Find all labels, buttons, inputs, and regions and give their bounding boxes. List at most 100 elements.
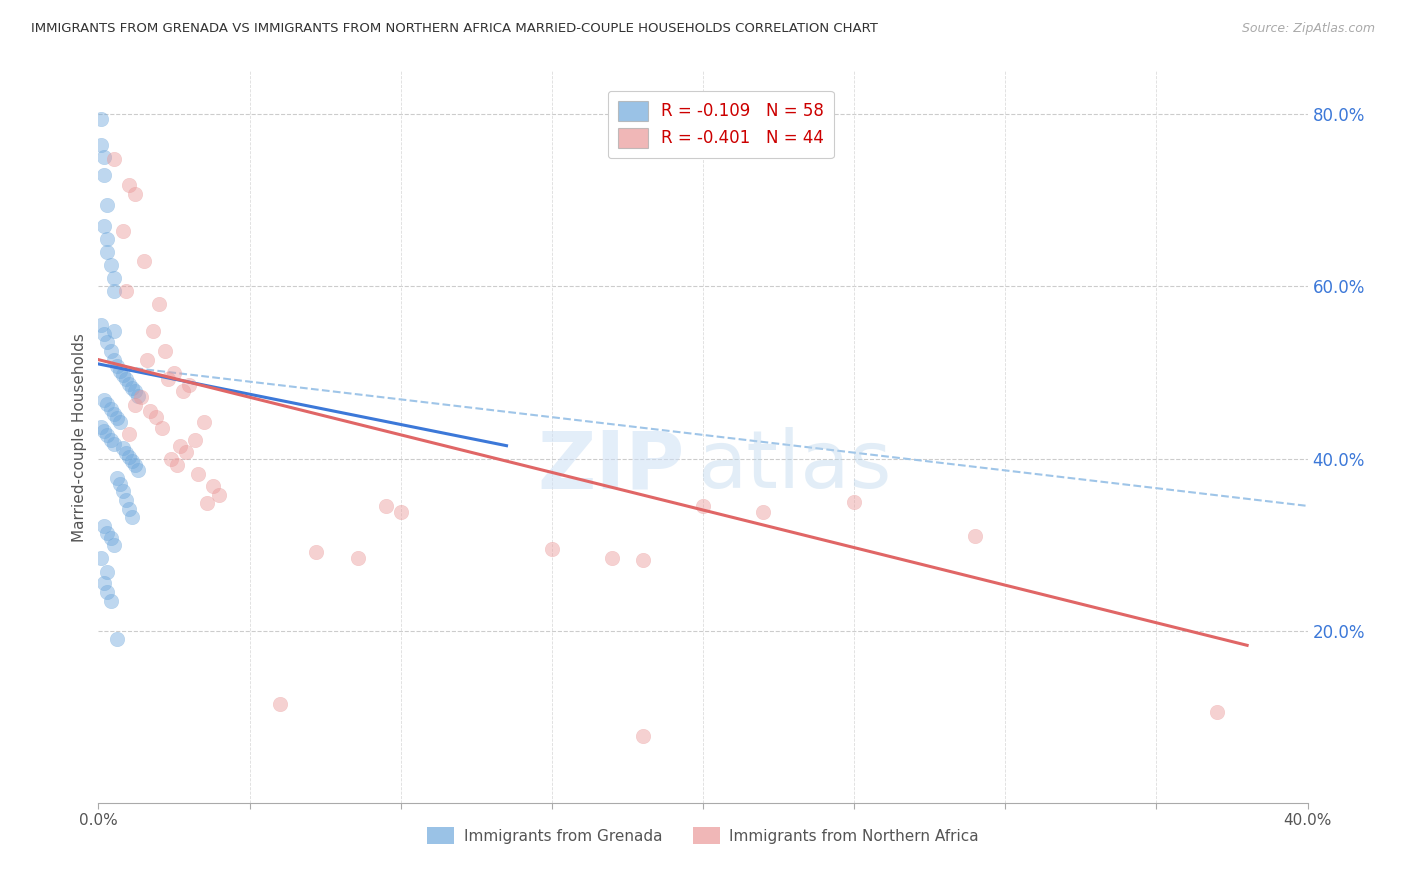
Point	[129, 390, 152, 404]
Point	[121, 381, 143, 395]
Point	[124, 384, 146, 399]
Point	[160, 451, 183, 466]
Point	[90, 550, 112, 565]
Point	[108, 364, 131, 378]
Text: ZIP: ZIP	[537, 427, 685, 506]
Point	[121, 454, 143, 468]
Point	[844, 494, 866, 508]
Point	[96, 232, 118, 246]
Point	[389, 505, 412, 519]
Point	[118, 450, 141, 464]
Point	[150, 421, 173, 435]
Point	[105, 632, 128, 647]
Point	[156, 372, 179, 386]
Point	[105, 470, 128, 484]
Point	[103, 152, 125, 166]
Point	[105, 411, 128, 425]
Point	[93, 168, 115, 182]
Point	[93, 576, 115, 591]
Point	[111, 484, 134, 499]
Point	[132, 253, 155, 268]
Point	[208, 488, 231, 502]
Point	[103, 538, 125, 552]
Point	[269, 697, 291, 711]
Point	[103, 437, 125, 451]
Text: Source: ZipAtlas.com: Source: ZipAtlas.com	[1241, 22, 1375, 36]
Point	[93, 150, 115, 164]
Point	[96, 428, 118, 442]
Point	[179, 378, 201, 392]
Point	[93, 424, 115, 438]
Point	[172, 384, 194, 399]
Point	[100, 344, 122, 359]
Point	[118, 376, 141, 391]
Point	[374, 499, 396, 513]
Point	[1206, 706, 1229, 720]
Point	[90, 318, 112, 333]
Point	[105, 359, 128, 373]
Point	[153, 344, 176, 359]
Point	[540, 541, 562, 556]
Point	[100, 258, 122, 272]
Point	[631, 553, 654, 567]
Point	[184, 433, 207, 447]
Point	[692, 499, 714, 513]
Point	[127, 389, 149, 403]
Point	[114, 445, 136, 459]
Point	[93, 326, 115, 341]
Point	[174, 444, 197, 458]
Point	[96, 565, 118, 579]
Point	[163, 366, 186, 380]
Point	[118, 178, 141, 192]
Point	[96, 397, 118, 411]
Point	[114, 492, 136, 507]
Point	[187, 467, 209, 481]
Point	[631, 729, 654, 743]
Point	[139, 404, 162, 418]
Point	[965, 529, 987, 543]
Point	[305, 544, 328, 558]
Point	[96, 198, 118, 212]
Point	[602, 550, 624, 565]
Point	[108, 416, 131, 430]
Point	[114, 372, 136, 386]
Point	[93, 393, 115, 408]
Legend: Immigrants from Grenada, Immigrants from Northern Africa: Immigrants from Grenada, Immigrants from…	[420, 822, 986, 850]
Point	[103, 352, 125, 367]
Point	[142, 324, 165, 338]
Point	[347, 550, 370, 565]
Point	[169, 439, 191, 453]
Point	[114, 284, 136, 298]
Point	[121, 510, 143, 524]
Text: atlas: atlas	[697, 427, 891, 506]
Point	[90, 419, 112, 434]
Point	[90, 112, 112, 126]
Point	[195, 496, 218, 510]
Point	[103, 407, 125, 421]
Point	[148, 296, 170, 310]
Point	[752, 505, 775, 519]
Point	[124, 186, 146, 201]
Point	[202, 479, 225, 493]
Y-axis label: Married-couple Households: Married-couple Households	[72, 333, 87, 541]
Point	[111, 223, 134, 237]
Point	[127, 463, 149, 477]
Point	[96, 245, 118, 260]
Point	[100, 531, 122, 545]
Point	[100, 401, 122, 416]
Point	[96, 585, 118, 599]
Point	[103, 284, 125, 298]
Point	[96, 525, 118, 540]
Point	[108, 477, 131, 491]
Point	[100, 433, 122, 447]
Point	[90, 137, 112, 152]
Point	[93, 219, 115, 234]
Point	[103, 271, 125, 285]
Point	[145, 410, 167, 425]
Point	[96, 335, 118, 350]
Point	[166, 458, 188, 472]
Point	[135, 352, 157, 367]
Point	[93, 518, 115, 533]
Point	[103, 324, 125, 338]
Point	[124, 458, 146, 473]
